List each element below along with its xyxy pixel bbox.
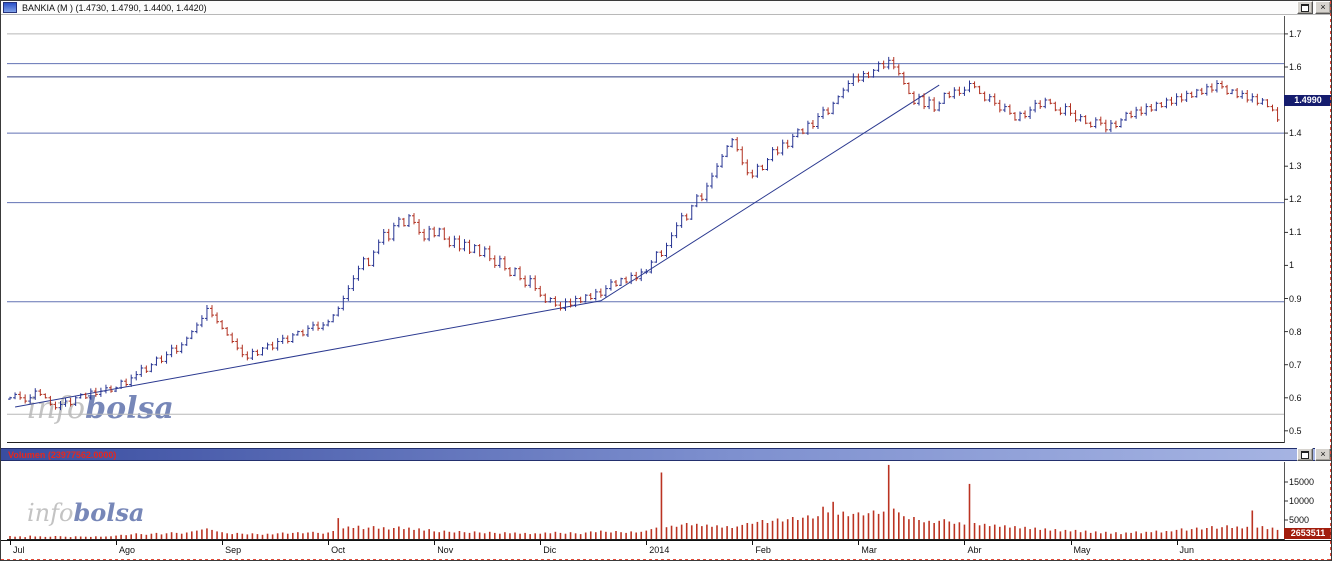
price-axis-label: 1.3 <box>1289 161 1302 172</box>
restore-icon <box>1301 3 1309 12</box>
volume-chart-plot[interactable] <box>1 448 1332 540</box>
volume-axis-label: 10000 <box>1289 496 1315 506</box>
time-axis-tick <box>434 541 436 545</box>
month-label: Feb <box>755 545 771 555</box>
volume-y-axis: 15000 10000 5000 <box>1285 448 1331 540</box>
price-chart-plot[interactable] <box>1 1 1332 445</box>
price-panel-titlebar[interactable]: BANKIA (M ) (1.4730, 1.4790, 1.4400, 1.4… <box>1 1 1331 15</box>
resize-guide-bottom <box>1 559 1331 560</box>
time-axis-tick <box>10 541 11 545</box>
price-y-axis: 1.71.61.51.41.31.21.110.90.80.70.60.5 <box>1285 1 1331 445</box>
month-label: Nov <box>437 545 454 555</box>
volume-axis-label: 15000 <box>1289 477 1315 487</box>
time-axis-tick <box>1070 541 1072 545</box>
time-axis: Jul Ago Sep Oct Nov Dic 2014 Feb Mar Abr May Jun <box>1 540 1331 560</box>
month-label: Mar <box>861 545 877 555</box>
month-label: Jun <box>1179 545 1195 555</box>
price-axis-label: 1.7 <box>1289 28 1302 39</box>
time-axis-tick <box>646 541 648 545</box>
month-label: May <box>1073 545 1091 555</box>
price-axis-label: 0.8 <box>1289 326 1302 337</box>
volume-close-button[interactable]: × <box>1315 448 1331 461</box>
price-axis-label: 1.6 <box>1289 61 1302 72</box>
watermark-bolsa: bolsa <box>73 498 145 527</box>
volume-panel: infobolsa 15000 10000 5000 2653511 Volumen… <box>1 448 1332 540</box>
month-label: Ago <box>119 545 136 555</box>
price-axis-label: 1.4 <box>1289 128 1302 139</box>
month-label: Abr <box>967 545 982 555</box>
last-price-badge: 1.4990 <box>1284 94 1331 106</box>
time-axis-tick <box>858 541 860 545</box>
time-axis-tick <box>964 541 966 545</box>
month-label: 2014 <box>649 545 670 555</box>
time-axis-tick <box>222 541 224 545</box>
close-icon: × <box>1320 2 1326 12</box>
price-panel-title: BANKIA (M ) (1.4730, 1.4790, 1.4400, 1.4… <box>22 2 207 13</box>
volume-axis-label: 5000 <box>1289 515 1310 525</box>
window-icon <box>3 2 17 13</box>
month-label: Sep <box>225 545 242 555</box>
last-volume-badge: 2653511 <box>1284 528 1331 539</box>
price-axis-label: 1.1 <box>1289 227 1302 238</box>
infobolsa-watermark: infobolsa <box>27 498 144 527</box>
price-axis-label: 1.2 <box>1289 194 1302 205</box>
time-axis-tick <box>752 541 754 545</box>
volume-panel-title: Volumen (23977562.0000) <box>8 449 117 460</box>
price-axis-label: 1 <box>1289 260 1295 271</box>
resize-guide-right <box>1330 1 1331 560</box>
price-axis-label: 0.6 <box>1289 392 1302 403</box>
time-axis-tick <box>116 541 118 545</box>
watermark-info: info <box>27 499 74 527</box>
watermark-bolsa: bolsa <box>85 391 174 426</box>
month-label: Jul <box>13 545 25 555</box>
price-titlebar-buttons: × <box>1295 1 1331 14</box>
volume-panel-titlebar[interactable]: Volumen (23977562.0000) × <box>1 448 1331 461</box>
time-axis-tick <box>1176 541 1178 545</box>
time-axis-tick <box>540 541 542 545</box>
time-axis-tick <box>328 541 330 545</box>
price-axis-label: 0.7 <box>1289 359 1302 370</box>
close-icon: × <box>1320 449 1326 459</box>
price-axis-label: 0.9 <box>1289 293 1302 304</box>
restore-icon <box>1301 450 1309 459</box>
month-label: Oct <box>331 545 346 555</box>
price-panel: infobolsa 1.71.61.51.41.31.21.110.90.80.… <box>1 1 1332 445</box>
volume-titlebar-buttons: × <box>1295 448 1331 461</box>
price-restore-button[interactable] <box>1297 1 1313 14</box>
price-axis-label: 0.5 <box>1289 425 1302 436</box>
month-label: Dic <box>543 545 557 555</box>
volume-restore-button[interactable] <box>1297 448 1313 461</box>
price-close-button[interactable]: × <box>1315 1 1331 14</box>
